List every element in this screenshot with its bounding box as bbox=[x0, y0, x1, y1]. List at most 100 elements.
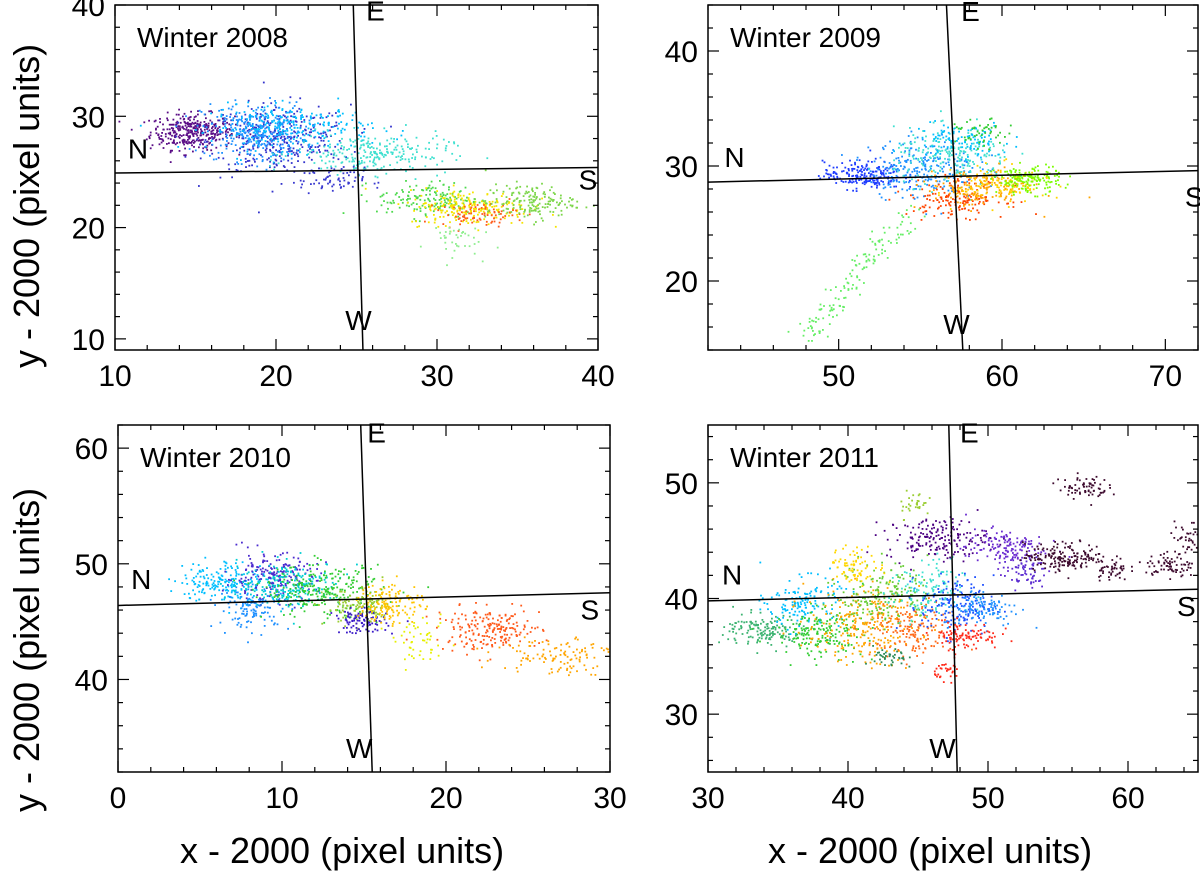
data-point bbox=[366, 142, 369, 144]
data-point bbox=[337, 620, 340, 623]
data-point bbox=[513, 199, 516, 202]
data-point bbox=[448, 227, 451, 229]
data-point bbox=[968, 178, 970, 181]
data-point bbox=[950, 187, 953, 189]
data-point bbox=[445, 248, 447, 250]
data-point bbox=[933, 145, 936, 148]
data-point bbox=[1009, 180, 1012, 183]
data-point bbox=[329, 146, 331, 148]
data-point bbox=[323, 145, 326, 148]
data-point bbox=[247, 583, 249, 586]
data-point bbox=[360, 194, 363, 196]
data-point bbox=[264, 611, 266, 614]
data-point bbox=[858, 159, 861, 162]
data-point bbox=[904, 147, 907, 149]
data-point bbox=[310, 135, 312, 138]
data-point bbox=[998, 181, 1001, 184]
data-point bbox=[908, 188, 911, 190]
data-point bbox=[257, 130, 259, 132]
data-point bbox=[961, 163, 964, 166]
data-point bbox=[925, 210, 928, 212]
data-point bbox=[436, 190, 438, 192]
data-point bbox=[246, 142, 249, 145]
data-point bbox=[302, 578, 305, 581]
data-point bbox=[337, 127, 339, 130]
data-point bbox=[963, 170, 966, 173]
data-point bbox=[351, 185, 354, 188]
data-point bbox=[235, 119, 238, 121]
data-point bbox=[417, 144, 419, 147]
data-point bbox=[849, 181, 852, 183]
data-point bbox=[990, 173, 993, 176]
data-point bbox=[986, 171, 989, 174]
data-point bbox=[258, 598, 260, 601]
data-point bbox=[188, 131, 190, 133]
data-point bbox=[251, 565, 254, 567]
data-point bbox=[289, 135, 292, 138]
data-point bbox=[1003, 166, 1006, 169]
data-point bbox=[183, 128, 185, 130]
data-point bbox=[240, 580, 242, 583]
data-point bbox=[987, 128, 990, 130]
data-point bbox=[926, 174, 929, 177]
data-point bbox=[951, 213, 953, 216]
data-point bbox=[434, 130, 437, 132]
data-point bbox=[369, 610, 372, 613]
data-point bbox=[303, 138, 306, 141]
data-point bbox=[934, 137, 937, 140]
data-point bbox=[241, 117, 243, 119]
data-point bbox=[847, 168, 850, 170]
data-point bbox=[178, 137, 181, 139]
data-point bbox=[974, 182, 976, 185]
data-point bbox=[276, 133, 278, 135]
data-point bbox=[183, 121, 186, 123]
data-point bbox=[258, 142, 260, 145]
data-point bbox=[282, 114, 285, 117]
data-point bbox=[273, 168, 275, 171]
data-point bbox=[171, 149, 173, 152]
data-point bbox=[297, 131, 299, 134]
data-point bbox=[346, 626, 348, 629]
data-point bbox=[227, 101, 229, 104]
data-point bbox=[959, 146, 962, 149]
data-point bbox=[1055, 196, 1058, 199]
data-point bbox=[249, 578, 252, 581]
data-point bbox=[929, 157, 932, 159]
data-point bbox=[416, 151, 418, 153]
data-point bbox=[364, 187, 367, 190]
data-point bbox=[265, 586, 268, 589]
data-point bbox=[276, 570, 279, 573]
data-point bbox=[319, 137, 322, 139]
data-point bbox=[988, 185, 991, 188]
data-point bbox=[427, 586, 430, 589]
data-point bbox=[888, 180, 890, 182]
data-point bbox=[412, 202, 415, 204]
data-point bbox=[349, 594, 352, 597]
data-point bbox=[937, 134, 940, 137]
data-point bbox=[289, 123, 291, 125]
data-point bbox=[945, 176, 948, 179]
data-point bbox=[396, 161, 399, 164]
data-point bbox=[242, 137, 245, 140]
data-point bbox=[202, 147, 205, 150]
data-point bbox=[1016, 174, 1019, 177]
data-point bbox=[914, 227, 917, 230]
data-point bbox=[241, 573, 244, 576]
data-point bbox=[950, 146, 953, 148]
data-point bbox=[819, 177, 822, 180]
data-point bbox=[255, 128, 258, 131]
data-point bbox=[351, 156, 354, 159]
data-point bbox=[349, 612, 352, 615]
data-point bbox=[340, 168, 343, 170]
data-point bbox=[862, 253, 865, 256]
data-point bbox=[196, 572, 199, 575]
data-point bbox=[453, 141, 455, 144]
data-point bbox=[940, 212, 943, 215]
data-point bbox=[470, 210, 472, 212]
data-point bbox=[885, 167, 888, 169]
data-point bbox=[236, 567, 239, 569]
data-point bbox=[320, 187, 323, 190]
data-point bbox=[363, 603, 366, 605]
data-point bbox=[192, 589, 194, 592]
data-point bbox=[222, 120, 225, 123]
